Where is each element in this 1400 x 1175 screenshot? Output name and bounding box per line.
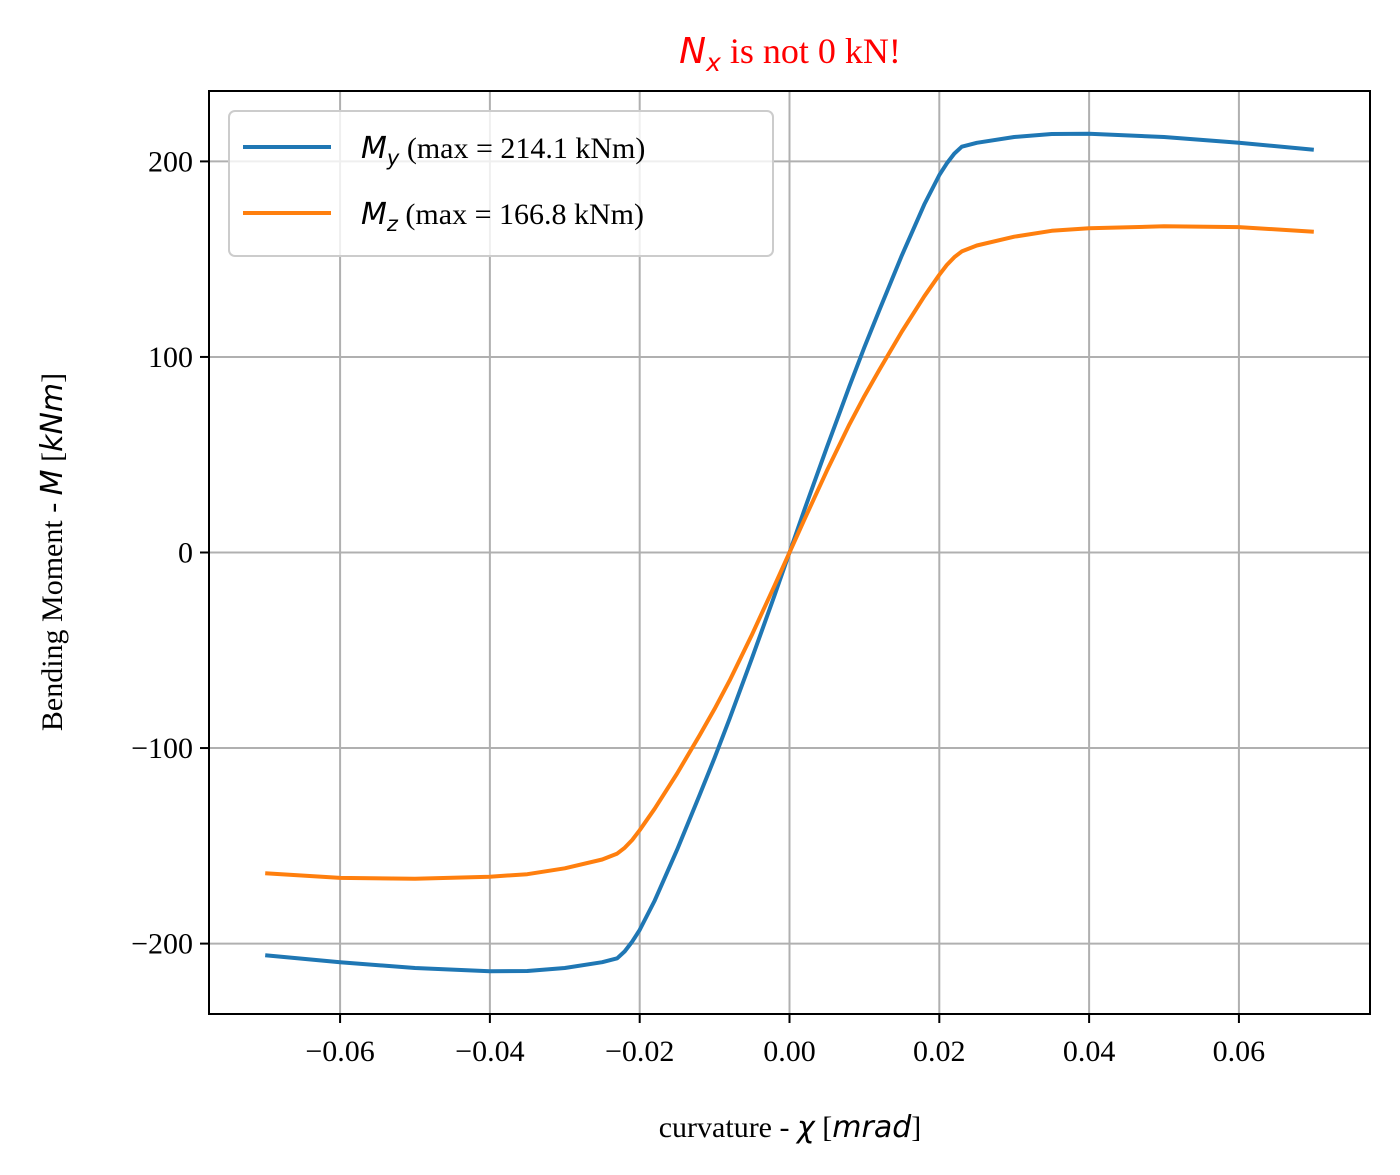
y-tick-label: 0 [178,537,193,570]
chart-title: Nx is not 0 kN! [679,31,901,77]
legend: My (max = 214.1 kNm) Mz (max = 166.8 kNm… [228,110,774,257]
y-tick-label: −200 [131,928,193,961]
legend-label-my: My (max = 214.1 kNm) [361,131,645,170]
y-tick-label: −100 [131,732,193,765]
legend-my-subscript: y [386,146,400,170]
x-ticks: −0.06 −0.04 −0.02 0.00 0.02 0.04 0.06 [305,1014,1265,1068]
y-axis-label-unit-close: ] [36,373,69,383]
legend-box [228,110,774,257]
legend-my-symbol: M [361,131,387,166]
y-tick-label: 100 [148,341,193,374]
y-axis-label-unit: kNm [35,383,70,452]
legend-mz-symbol: M [361,197,387,232]
y-axis-label-symbol: M [35,469,70,495]
y-axis-label-unit-open: [ [36,452,69,470]
x-axis-label: curvature - χ [mrad] [659,1110,922,1145]
y-tick-label: 200 [148,145,193,178]
plot-lines [265,131,1314,974]
x-tick-label: 0.02 [913,1035,966,1068]
title-subscript: x [705,48,721,77]
title-symbol: N [679,31,706,72]
x-tick-label: −0.04 [455,1035,524,1068]
y-ticks: −200 −100 0 100 200 [131,145,209,961]
x-axis-label-symbol: χ [795,1110,816,1145]
x-tick-label: −0.06 [305,1035,374,1068]
x-axis-label-unit-close: ] [911,1111,921,1144]
x-tick-label: 0.00 [763,1035,816,1068]
x-axis-label-unit-open: [ [815,1111,833,1144]
x-axis-label-unit: mrad [832,1110,912,1145]
y-axis-label-prefix: Bending Moment - [36,495,69,731]
x-tick-label: 0.06 [1213,1035,1266,1068]
x-tick-label: −0.02 [605,1035,674,1068]
x-tick-label: 0.04 [1063,1035,1116,1068]
legend-mz-rest: (max = 166.8 kNm) [398,198,644,231]
x-axis-label-prefix: curvature - [659,1111,797,1144]
legend-mz-subscript: z [386,212,399,236]
title-rest: is not 0 kN! [721,31,901,71]
series-line-mz [265,224,1314,881]
legend-my-rest: (max = 214.1 kNm) [399,132,645,165]
y-axis-label: Bending Moment - M [kNm] [35,373,70,731]
legend-label-mz: Mz (max = 166.8 kNm) [361,197,644,236]
